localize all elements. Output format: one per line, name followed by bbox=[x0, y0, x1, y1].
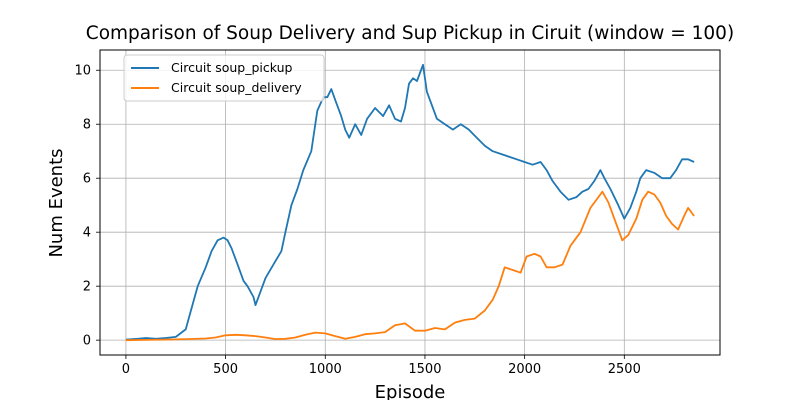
legend: Circuit soup_pickup Circuit soup_deliver… bbox=[123, 54, 325, 102]
series-line-soup-pickup bbox=[125, 63, 695, 341]
series-layer bbox=[125, 63, 695, 342]
x-tick-label: 0 bbox=[122, 362, 130, 377]
x-tick-label: 500 bbox=[213, 362, 238, 377]
y-tick-label: 6 bbox=[83, 172, 91, 187]
x-axis-title: Episode bbox=[375, 382, 446, 400]
x-tick-label: 2500 bbox=[608, 362, 641, 377]
series-line-soup-delivery bbox=[125, 190, 695, 342]
y-tick-label: 10 bbox=[74, 64, 91, 79]
legend-label-delivery: Circuit soup_delivery bbox=[171, 80, 302, 95]
chart-title: Comparison of Soup Delivery and Sup Pick… bbox=[86, 23, 734, 44]
y-tick-label: 4 bbox=[83, 226, 91, 241]
x-tick-label: 1500 bbox=[408, 362, 441, 377]
ticks: 0 500 1000 1500 2000 2500 0 2 4 6 8 10 bbox=[74, 64, 640, 377]
y-axis-title: Num Events bbox=[46, 148, 67, 257]
y-tick-label: 8 bbox=[83, 118, 91, 133]
x-tick-label: 2000 bbox=[508, 362, 541, 377]
y-tick-label: 2 bbox=[83, 280, 91, 295]
plot-frame bbox=[99, 49, 721, 356]
x-tick-label: 1000 bbox=[309, 362, 342, 377]
legend-label-pickup: Circuit soup_pickup bbox=[171, 60, 293, 75]
y-tick-label: 0 bbox=[83, 334, 91, 349]
legend-box bbox=[123, 54, 325, 102]
